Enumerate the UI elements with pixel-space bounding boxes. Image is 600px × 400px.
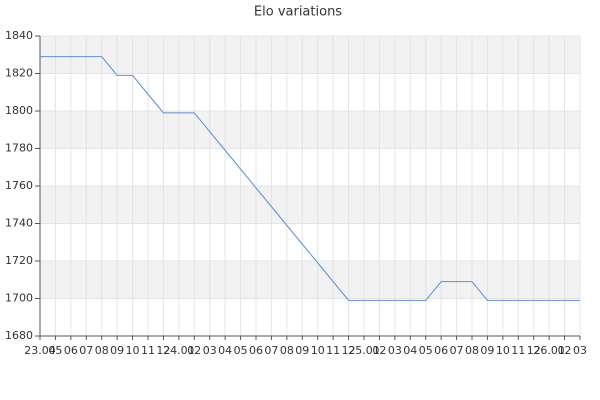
y-tick-label: 1820 <box>5 67 33 80</box>
x-tick-label: 06 <box>249 344 263 357</box>
x-tick-label: 11 <box>141 344 155 357</box>
x-tick-label: 02 <box>372 344 386 357</box>
x-tick-label: 05 <box>419 344 433 357</box>
x-tick-label: 11 <box>511 344 525 357</box>
x-tick-label: 10 <box>496 344 510 357</box>
x-tick-label: 03 <box>388 344 402 357</box>
x-tick-label: 10 <box>311 344 325 357</box>
x-tick-label: 08 <box>465 344 479 357</box>
y-tick-label: 1800 <box>5 104 33 117</box>
x-tick-label: 04 <box>403 344 417 357</box>
x-tick-label: 08 <box>280 344 294 357</box>
y-tick-label: 1740 <box>5 217 33 230</box>
grid-band <box>40 36 580 74</box>
x-tick-label: 06 <box>64 344 78 357</box>
y-tick-label: 1780 <box>5 142 33 155</box>
x-tick-label: 09 <box>110 344 124 357</box>
y-tick-label: 1760 <box>5 179 33 192</box>
grid-band <box>40 186 580 224</box>
grid-band <box>40 261 580 299</box>
x-tick-label: 07 <box>450 344 464 357</box>
x-tick-label: 02 <box>187 344 201 357</box>
y-tick-label: 1720 <box>5 254 33 267</box>
x-tick-label: 11 <box>326 344 340 357</box>
x-tick-label: 06 <box>434 344 448 357</box>
x-tick-label: 05 <box>48 344 62 357</box>
x-tick-label: 24.01 <box>163 344 195 357</box>
y-tick-label: 1700 <box>5 292 33 305</box>
x-tick-label: 23.04 <box>24 344 56 357</box>
x-tick-label: 12 <box>342 344 356 357</box>
x-tick-label: 10 <box>126 344 140 357</box>
x-tick-label: 26.01 <box>533 344 565 357</box>
x-tick-label: 09 <box>480 344 494 357</box>
grid-band <box>40 111 580 149</box>
x-tick-label: 07 <box>264 344 278 357</box>
series-line <box>40 56 580 301</box>
x-tick-label: 08 <box>95 344 109 357</box>
x-tick-label: 03 <box>573 344 587 357</box>
y-tick-label: 1680 <box>5 329 33 342</box>
x-tick-label: 12 <box>527 344 541 357</box>
chart-title: Elo variations <box>254 5 342 20</box>
x-tick-label: 02 <box>558 344 572 357</box>
x-tick-label: 04 <box>218 344 232 357</box>
x-tick-label: 09 <box>295 344 309 357</box>
x-tick-label: 05 <box>234 344 248 357</box>
x-tick-label: 07 <box>79 344 93 357</box>
y-tick-label: 1840 <box>5 29 33 42</box>
x-tick-label: 12 <box>156 344 170 357</box>
x-tick-label: 25.01 <box>348 344 380 357</box>
x-tick-label: 03 <box>203 344 217 357</box>
